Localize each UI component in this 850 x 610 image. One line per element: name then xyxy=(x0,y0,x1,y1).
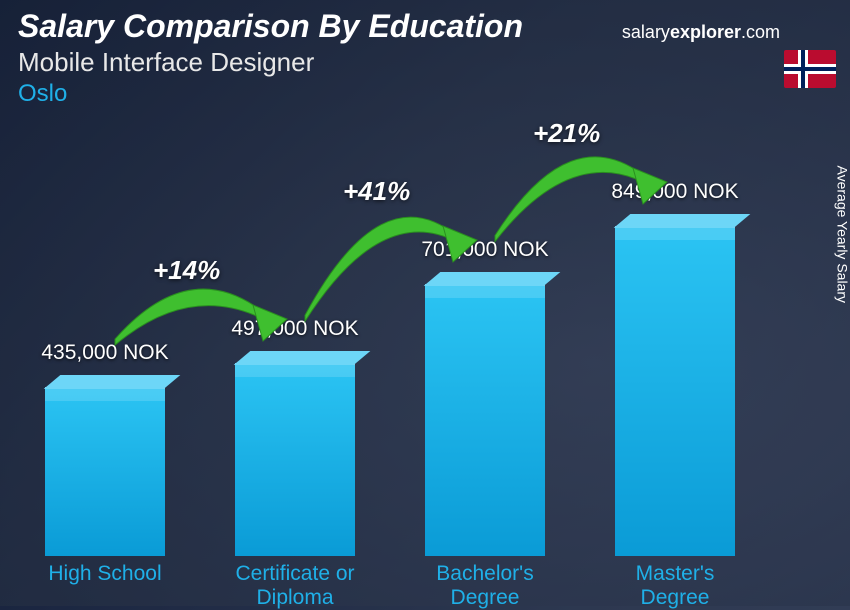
bar xyxy=(45,387,165,556)
value-label: 435,000 NOK xyxy=(41,341,168,365)
category-label: Master's Degree xyxy=(590,562,760,610)
category-label: Bachelor's Degree xyxy=(400,562,570,610)
value-label: 849,000 NOK xyxy=(611,180,738,204)
norway-flag-icon xyxy=(784,50,836,88)
brand-logo: salaryexplorer.com xyxy=(622,22,780,43)
bar-chart: 435,000 NOKHigh School497,000 NOKCertifi… xyxy=(30,136,790,556)
brand-suffix: .com xyxy=(741,22,780,42)
arc-percent-label: +14% xyxy=(153,255,220,286)
value-label: 497,000 NOK xyxy=(231,317,358,341)
bar xyxy=(615,226,735,556)
arc-percent-label: +21% xyxy=(533,118,600,149)
value-label: 701,000 NOK xyxy=(421,238,548,262)
bar xyxy=(235,363,355,556)
brand-prefix: salary xyxy=(622,22,670,42)
bar xyxy=(425,284,545,556)
category-label: High School xyxy=(20,562,190,586)
page-subtitle: Mobile Interface Designer xyxy=(18,47,832,78)
arc-percent-label: +41% xyxy=(343,176,410,207)
y-axis-label: Average Yearly Salary xyxy=(834,166,850,304)
category-label: Certificate or Diploma xyxy=(210,562,380,610)
brand-bold: explorer xyxy=(670,22,741,42)
location-label: Oslo xyxy=(18,80,832,108)
